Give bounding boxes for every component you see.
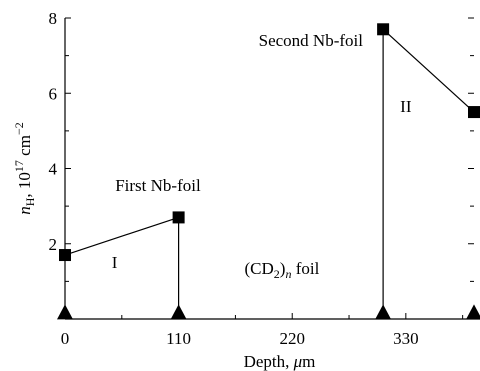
annotation: First Nb-foil (115, 176, 201, 195)
y-tick-label: 4 (49, 160, 58, 179)
triangle-point (375, 304, 392, 320)
x-tick-label: 110 (166, 329, 191, 348)
triangle-point (170, 304, 187, 320)
square-point (59, 249, 71, 262)
labels: 2 4 6 8 0 110 220 330 Depth, μm nH, 1017 cm−2 Firs… (12, 9, 419, 371)
series-segment (64, 216, 179, 256)
x-axis-title: Depth, μm (244, 352, 316, 371)
series-segment (382, 28, 475, 113)
x-tick-label: 0 (61, 329, 70, 348)
marks (57, 23, 480, 320)
annotation: (CD2)n foil (244, 259, 319, 281)
y-tick-label: 6 (49, 84, 58, 103)
square-point (468, 106, 480, 119)
axes (64, 17, 480, 320)
annotation: I (112, 253, 118, 272)
triangle-point (57, 304, 73, 320)
annotation: Second Nb-foil (259, 31, 364, 50)
y-tick-label: 8 (49, 9, 58, 28)
y-axis-title: nH, 1017 cm−2 (12, 122, 37, 214)
square-point (172, 211, 185, 224)
triangle-point (466, 304, 480, 320)
x-tick-label: 330 (393, 329, 419, 348)
square-point (377, 23, 390, 36)
y-tick-label: 2 (49, 235, 58, 254)
x-tick-label: 220 (279, 329, 305, 348)
annotation: II (400, 97, 412, 116)
